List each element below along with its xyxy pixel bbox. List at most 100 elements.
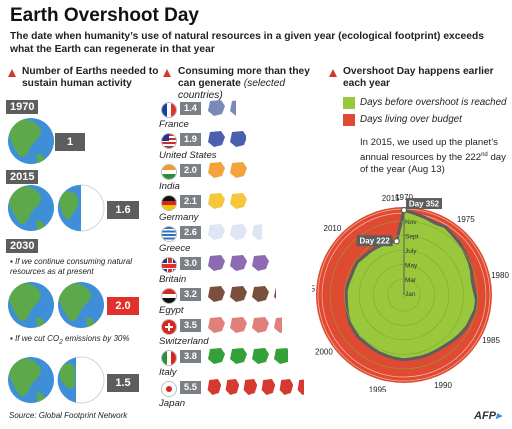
italy-map-icon: [230, 348, 247, 364]
country-name: Egypt: [159, 305, 184, 316]
france-map-icon: [230, 100, 236, 116]
before-overshoot-area: [344, 208, 478, 362]
germany-map-icon: [230, 193, 247, 209]
egypt-map-icon: [252, 286, 269, 302]
note-2015: In 2015, we used up the planet’s annual …: [360, 137, 508, 176]
india-map-icon: [230, 162, 247, 178]
egypt-map-icon: [230, 286, 247, 302]
country-row: 2.1 Germany: [158, 192, 318, 228]
scenario-note: ▪ If we cut CO2 emissions by 30%: [10, 334, 130, 346]
triangle-icon: [329, 69, 337, 77]
callout-label: Day 222: [359, 237, 390, 246]
legend-label-before: Days before overshoot is reached: [360, 97, 507, 108]
switzerland-map-icon: [274, 317, 282, 333]
country-name: United States: [159, 150, 217, 161]
col2-heading-text: Consuming more than they can generate: [178, 66, 310, 89]
japan-map-icon: [297, 379, 304, 395]
britain-flag-icon: [161, 257, 177, 273]
callout-marker: [400, 206, 408, 214]
britain-map-icon: [230, 255, 247, 271]
earth-icon: [57, 184, 105, 232]
country-value: 3.0: [180, 257, 201, 270]
switzerland-map-icon: [252, 317, 269, 333]
country-row: 3.2 Egypt: [158, 286, 318, 321]
scenario-note: ▪ If we continue consuming natural resou…: [10, 257, 133, 276]
note-2015-text: In 2015, we used up the planet’s annual …: [360, 137, 498, 164]
switzerland-map-icon: [208, 317, 225, 333]
country-value: 3.8: [180, 350, 201, 363]
greece-map-icon: [230, 224, 247, 240]
earth-icon: [8, 357, 54, 403]
scenario-co2-text: If we cut CO: [15, 334, 60, 343]
india-map-icon: [208, 162, 225, 178]
year-label: 1985: [482, 336, 500, 345]
earth-icon: [58, 282, 104, 328]
japan-flag-icon: [161, 381, 177, 397]
country-value: 2.0: [180, 164, 201, 177]
earths-1970-tag: 1: [55, 133, 85, 151]
italy-map-icon: [274, 348, 288, 364]
country-name: Switzerland: [159, 336, 209, 347]
callout-box: [356, 235, 393, 247]
country-row: 1.9 United States: [158, 131, 318, 166]
greece-flag-icon: [161, 226, 177, 242]
callout-marker: [393, 237, 400, 245]
country-value: 5.5: [180, 381, 201, 394]
country-value: 2.6: [180, 226, 201, 239]
year-label: 1990: [434, 381, 452, 390]
earths-co2-tag: 1.5: [107, 374, 139, 392]
italy-map-icon: [252, 348, 269, 364]
usa-map-icon: [208, 131, 225, 147]
year-label: 1975: [457, 215, 475, 224]
germany-flag-icon: [161, 195, 177, 211]
scenario-co2-text-end: emissions by 30%: [62, 334, 130, 343]
japan-map-icon: [261, 379, 276, 395]
year-label: 2010: [324, 224, 342, 233]
legend-label-over: Days living over budget: [360, 114, 462, 125]
country-value: 3.2: [180, 288, 201, 301]
italy-flag-icon: [161, 350, 177, 366]
afp-logo: AFP▸: [474, 409, 502, 422]
legend-swatch-green: [343, 97, 355, 109]
country-name: Germany: [159, 212, 199, 223]
switzerland-flag-icon: [161, 319, 177, 335]
country-name: India: [159, 181, 180, 192]
usa-flag-icon: [161, 133, 177, 149]
egypt-map-icon: [274, 287, 276, 299]
japan-map-icon: [279, 379, 294, 395]
germany-map-icon: [250, 192, 270, 210]
month-label: Nov: [405, 219, 417, 226]
afp-logo-mark: ▸: [496, 410, 502, 422]
earths-2015-tag: 1.6: [107, 201, 139, 219]
india-flag-icon: [161, 164, 177, 180]
usa-map-icon: [230, 131, 246, 147]
month-label: Mar: [405, 277, 417, 284]
scenario-current-text: If we continue consuming natural resourc…: [10, 257, 133, 276]
col3-heading: Overshoot Day happens earlier each year: [343, 66, 494, 89]
germany-map-icon: [208, 193, 225, 209]
legend-swatch-red: [343, 114, 355, 126]
country-row: 3.0 Britain: [158, 255, 318, 290]
france-map-icon: [208, 100, 225, 116]
month-label: Sept: [405, 234, 419, 241]
country-value: 2.1: [180, 195, 201, 208]
year-badge-2015: 2015: [6, 170, 39, 184]
col1-heading: Number of Earths needed to sustain human…: [22, 66, 159, 89]
note-2015-superscript: nd: [481, 152, 488, 158]
country-row: 2.6 Greece: [158, 224, 318, 259]
italy-map-icon: [208, 348, 225, 364]
switzerland-map-icon: [230, 317, 247, 333]
scenario-co2-subscript: 2: [59, 338, 63, 346]
triangle-icon: [8, 69, 16, 77]
japan-map-icon: [225, 379, 240, 395]
col2-subheading: (selected countries): [178, 78, 286, 101]
year-label: 2015: [382, 194, 400, 203]
france-flag-icon: [161, 102, 177, 118]
year-label: 1980: [491, 271, 509, 280]
earth-icon: [8, 185, 54, 231]
country-value: 1.9: [180, 133, 201, 146]
source-note: Source: Global Footprint Network: [9, 411, 128, 420]
year-label: 2005: [312, 284, 316, 293]
country-value: 3.5: [180, 319, 201, 332]
egypt-map-icon: [208, 286, 225, 302]
